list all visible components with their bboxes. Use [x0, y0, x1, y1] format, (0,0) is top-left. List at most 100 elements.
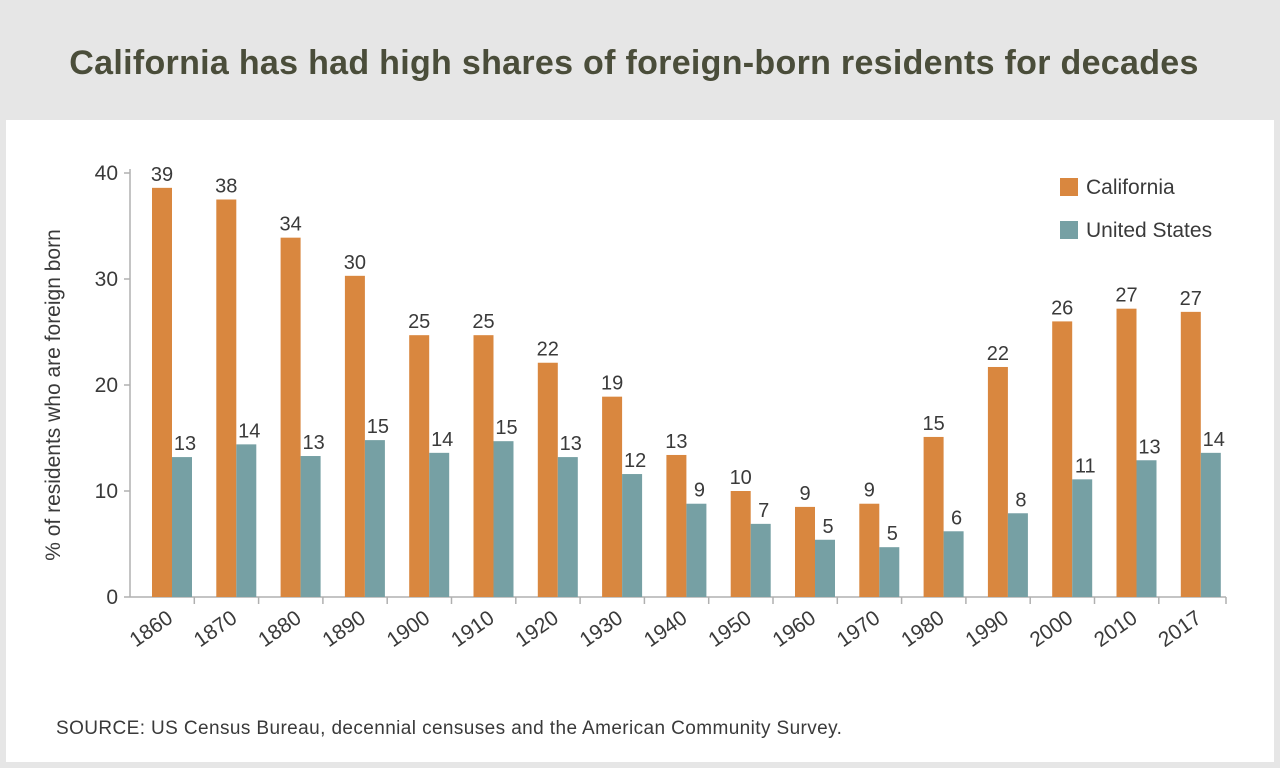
y-tick-label: 0 [106, 586, 118, 609]
bar-california-1870 [216, 199, 237, 597]
x-tick-label-1860: 1860 [126, 606, 177, 652]
data-label-california-1980: 15 [922, 413, 944, 435]
chart-title: California has had high shares of foreig… [69, 44, 1199, 82]
bar-united-states-2017 [1200, 452, 1221, 597]
y-tick-label: 40 [95, 162, 118, 185]
data-label-california-1890: 30 [344, 252, 366, 274]
data-label-united-states-1870: 14 [238, 420, 260, 442]
data-label-united-states-1970: 5 [887, 523, 898, 545]
data-label-united-states-1890: 15 [367, 416, 389, 438]
bar-california-1930 [602, 396, 623, 597]
data-label-california-1920: 22 [537, 339, 559, 361]
x-tick-label-1880: 1880 [254, 606, 305, 652]
chart-panel: 0 10 20 30 40 % of residents who are foreign … [6, 120, 1274, 762]
x-tick-label-2017: 2017 [1154, 606, 1205, 652]
data-label-united-states-2000: 11 [1075, 455, 1096, 477]
bar-united-states-1900 [429, 452, 450, 597]
data-label-california-1870: 38 [215, 176, 237, 198]
data-label-united-states-1980: 6 [951, 507, 962, 529]
data-label-united-states-1900: 14 [431, 429, 453, 451]
data-label-united-states-1960: 5 [822, 516, 833, 538]
x-tick-label-1950: 1950 [704, 606, 755, 652]
bar-california-1950 [730, 491, 751, 597]
data-label-united-states-2010: 13 [1138, 436, 1160, 458]
bar-california-2010 [1116, 308, 1137, 597]
data-label-california-1990: 22 [987, 343, 1009, 365]
bar-united-states-1920 [557, 457, 578, 597]
bar-united-states-1910 [493, 441, 514, 597]
data-label-california-1860: 39 [151, 164, 173, 186]
x-tick-label-2010: 2010 [1090, 606, 1141, 652]
data-label-california-1960: 9 [799, 483, 810, 505]
data-label-united-states-1940: 9 [694, 480, 705, 502]
data-label-united-states-1880: 13 [302, 432, 324, 454]
bar-united-states-2010 [1136, 460, 1157, 597]
x-tick-label-1910: 1910 [447, 606, 498, 652]
bar-united-states-1930 [622, 474, 643, 597]
bar-united-states-1880 [300, 456, 321, 597]
bar-california-2017 [1180, 311, 1201, 597]
data-label-california-1880: 34 [279, 214, 301, 236]
data-label-united-states-1930: 12 [624, 450, 646, 472]
x-tick-label-1960: 1960 [769, 606, 820, 652]
data-label-california-1950: 10 [730, 467, 752, 489]
bar-california-1970 [859, 503, 880, 597]
data-label-california-1930: 19 [601, 373, 623, 395]
bar-california-1860 [152, 187, 172, 597]
x-tick-label-1970: 1970 [833, 606, 884, 652]
bar-united-states-1940 [686, 503, 707, 597]
data-label-california-1970: 9 [864, 480, 875, 502]
x-tick-label-1980: 1980 [897, 606, 948, 652]
bar-united-states-1980 [943, 531, 964, 597]
bar-united-states-1960 [815, 539, 835, 597]
x-tick-label-1920: 1920 [511, 606, 562, 652]
bar-california-1910 [473, 335, 494, 597]
legend-label-united-states: United States [1086, 219, 1212, 242]
bar-california-1890 [344, 275, 365, 597]
x-tick-label-1890: 1890 [318, 606, 369, 652]
x-tick-label-1870: 1870 [190, 606, 241, 652]
legend-swatch-california [1060, 178, 1078, 196]
x-tick-label-1930: 1930 [576, 606, 627, 652]
data-label-united-states-1910: 15 [495, 417, 517, 439]
data-label-california-1900: 25 [408, 311, 430, 333]
bar-california-1980 [923, 436, 944, 597]
y-axis-title: % of residents who are foreign born [42, 229, 65, 561]
y-tick-label: 10 [95, 480, 118, 503]
data-label-united-states-1950: 7 [758, 500, 769, 522]
bar-california-1900 [409, 335, 430, 597]
bar-united-states-2000 [1072, 479, 1093, 597]
bar-california-1990 [987, 366, 1008, 597]
data-label-united-states-1990: 8 [1015, 489, 1026, 511]
data-label-california-2017: 27 [1180, 288, 1202, 310]
bar-california-2000 [1052, 321, 1073, 597]
bar-united-states-1860 [172, 457, 192, 597]
data-label-united-states-1920: 13 [560, 433, 582, 455]
y-tick-label: 30 [95, 268, 118, 291]
bar-united-states-1890 [364, 440, 385, 597]
data-label-united-states-1860: 13 [174, 433, 196, 455]
legend-label-california: California [1086, 176, 1175, 199]
bar-california-1960 [795, 506, 815, 597]
legend-swatch-united-states [1060, 221, 1078, 239]
bar-california-1880 [280, 237, 301, 597]
bar-california-1920 [537, 362, 558, 597]
x-tick-label-1900: 1900 [383, 606, 434, 652]
data-label-united-states-2017: 14 [1203, 429, 1225, 451]
data-label-california-1940: 13 [665, 431, 687, 453]
source-note: SOURCE: US Census Bureau, decennial cens… [56, 718, 843, 739]
bar-united-states-1970 [879, 547, 900, 597]
bar-united-states-1990 [1007, 513, 1028, 597]
bar-united-states-1870 [236, 444, 257, 597]
bar-united-states-1950 [750, 523, 771, 597]
data-label-california-1910: 25 [472, 311, 494, 333]
header: California has had high shares of foreig… [0, 0, 1280, 120]
bar-chart: 0 10 20 30 40 % of residents who are foreign … [42, 162, 1227, 652]
x-tick-label-1940: 1940 [640, 606, 691, 652]
x-tick-label-1990: 1990 [961, 606, 1012, 652]
data-label-california-2010: 27 [1115, 285, 1137, 307]
bar-california-1940 [666, 454, 687, 597]
y-tick-label: 20 [95, 374, 118, 397]
x-tick-label-2000: 2000 [1026, 606, 1077, 652]
data-label-california-2000: 26 [1051, 297, 1073, 319]
